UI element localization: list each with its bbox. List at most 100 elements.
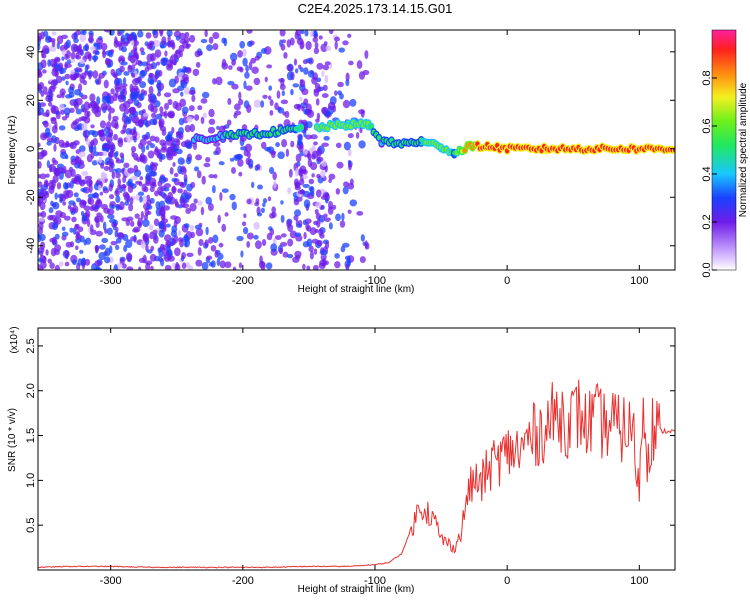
noise-speckle <box>123 162 130 169</box>
noise-speckle <box>69 141 77 150</box>
noise-speckle <box>223 38 228 47</box>
y-tick-label: 1.0 <box>25 473 37 488</box>
noise-speckle <box>83 101 91 111</box>
noise-speckle <box>102 150 108 157</box>
noise-speckle <box>97 184 102 191</box>
noise-speckle <box>158 229 165 238</box>
noise-speckle <box>184 124 192 133</box>
noise-speckle <box>108 183 113 192</box>
noise-speckle <box>96 37 104 45</box>
noise-speckle <box>89 205 95 212</box>
noise-speckle <box>234 103 241 111</box>
spectrogram-ridge <box>190 118 675 159</box>
noise-speckle <box>129 55 136 64</box>
noise-speckle <box>242 57 248 67</box>
noise-speckle <box>177 188 183 194</box>
noise-speckle <box>152 39 161 48</box>
noise-speckle <box>362 69 370 76</box>
noise-speckle <box>280 99 289 105</box>
noise-speckle <box>182 73 189 82</box>
noise-speckle <box>148 42 153 49</box>
noise-speckle <box>303 67 309 75</box>
noise-speckle <box>175 148 183 155</box>
noise-speckle <box>103 30 112 33</box>
noise-speckle <box>185 207 192 215</box>
noise-speckle <box>325 45 332 52</box>
noise-speckle <box>349 199 358 207</box>
noise-speckle <box>163 205 171 211</box>
noise-speckle <box>189 34 196 43</box>
colorbar-tick-label: 0.0 <box>701 262 713 277</box>
noise-speckle <box>110 88 115 95</box>
noise-speckle <box>288 168 293 178</box>
noise-speckle <box>157 180 163 187</box>
y-multiplier-label: (x10⁴) <box>9 326 20 353</box>
noise-speckle <box>181 106 189 114</box>
noise-speckle <box>103 165 110 171</box>
noise-speckle <box>321 160 327 167</box>
ridge-point <box>298 124 304 130</box>
noise-speckle <box>347 148 352 157</box>
noise-speckle <box>129 197 134 205</box>
colorbar-axis: 0.0 0.2 0.4 0.6 0.8 <box>701 70 717 278</box>
noise-speckle <box>93 145 97 153</box>
noise-speckle <box>294 209 301 217</box>
noise-speckle <box>54 192 58 200</box>
noise-speckle <box>120 61 128 66</box>
noise-speckle <box>221 62 229 70</box>
noise-speckle <box>140 240 146 249</box>
noise-speckle <box>155 61 161 66</box>
noise-speckle <box>315 189 322 198</box>
noise-speckle <box>74 223 79 231</box>
noise-speckle <box>347 33 352 39</box>
noise-speckle <box>167 99 173 106</box>
noise-speckle <box>121 46 127 53</box>
noise-speckle <box>88 35 94 44</box>
noise-speckle <box>84 210 91 218</box>
noise-speckle <box>205 196 213 205</box>
noise-speckle <box>282 111 286 116</box>
noise-speckle <box>165 63 174 71</box>
noise-speckle <box>302 174 308 180</box>
noise-speckle <box>245 85 253 91</box>
noise-speckle <box>78 145 86 153</box>
noise-speckle <box>194 224 202 230</box>
noise-speckle <box>292 256 300 263</box>
noise-speckle <box>266 64 273 69</box>
noise-speckle <box>148 85 154 95</box>
noise-speckle <box>227 97 232 106</box>
noise-speckle <box>147 150 155 159</box>
noise-speckle <box>206 255 213 260</box>
noise-speckle <box>185 156 192 165</box>
noise-speckle <box>38 151 45 160</box>
noise-speckle <box>83 205 91 211</box>
noise-speckle <box>311 173 315 178</box>
noise-speckle <box>71 216 77 223</box>
noise-speckle <box>135 193 140 201</box>
noise-speckle <box>195 154 202 161</box>
noise-speckle <box>137 220 142 227</box>
noise-speckle <box>261 239 267 247</box>
noise-speckle <box>96 106 102 113</box>
noise-speckle <box>82 44 89 52</box>
noise-speckle <box>135 91 140 99</box>
noise-speckle <box>54 264 61 270</box>
noise-speckle <box>281 90 285 97</box>
noise-speckle <box>59 103 65 112</box>
noise-speckle <box>299 96 303 102</box>
noise-speckle <box>318 35 323 40</box>
noise-speckle <box>96 212 102 218</box>
noise-speckle <box>153 218 160 227</box>
noise-speckle <box>214 250 219 258</box>
noise-speckle <box>148 224 154 231</box>
noise-speckle <box>323 41 328 46</box>
noise-speckle <box>328 173 336 180</box>
noise-speckle <box>307 158 313 168</box>
noise-speckle <box>131 150 135 158</box>
noise-speckle <box>162 57 169 63</box>
noise-speckle <box>152 30 158 35</box>
noise-speckle <box>302 263 306 270</box>
noise-speckle <box>88 145 93 154</box>
noise-speckle <box>280 233 287 238</box>
noise-speckle <box>156 79 162 86</box>
